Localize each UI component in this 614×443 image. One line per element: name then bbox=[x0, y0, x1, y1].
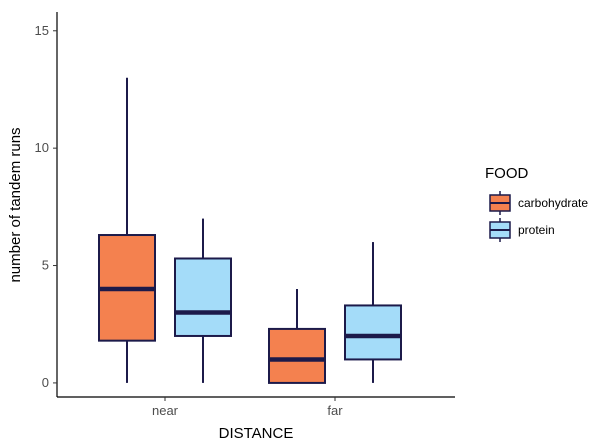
x-axis-title: DISTANCE bbox=[219, 425, 294, 442]
legend-label: protein bbox=[518, 223, 555, 237]
x-tick-label: far bbox=[327, 403, 343, 418]
box-carbohydrate-near bbox=[98, 77, 156, 383]
legend-item-carbohydrate: carbohydrate bbox=[489, 191, 588, 215]
legend-item-protein: protein bbox=[489, 218, 555, 242]
box-body bbox=[344, 304, 402, 361]
y-tick-label: 15 bbox=[35, 23, 49, 38]
axes bbox=[56, 12, 455, 398]
y-tick-label: 0 bbox=[42, 375, 49, 390]
y-ticks: 0 5 10 15 bbox=[35, 23, 57, 390]
x-tick-label: near bbox=[152, 403, 179, 418]
plot-area bbox=[98, 77, 402, 384]
y-tick-label: 5 bbox=[42, 258, 49, 273]
box-body bbox=[268, 327, 326, 384]
y-tick-label: 10 bbox=[35, 140, 49, 155]
box-protein-near bbox=[174, 218, 232, 383]
box-protein-far bbox=[344, 242, 402, 383]
x-ticks: near far bbox=[152, 397, 343, 418]
box-body bbox=[174, 257, 232, 337]
legend-title: FOOD bbox=[485, 165, 528, 182]
box-carbohydrate-far bbox=[268, 289, 326, 384]
legend: FOOD carbohydrate protein bbox=[485, 165, 588, 242]
legend-label: carbohydrate bbox=[518, 196, 588, 210]
y-axis-title: number of tandem runs bbox=[7, 127, 24, 282]
